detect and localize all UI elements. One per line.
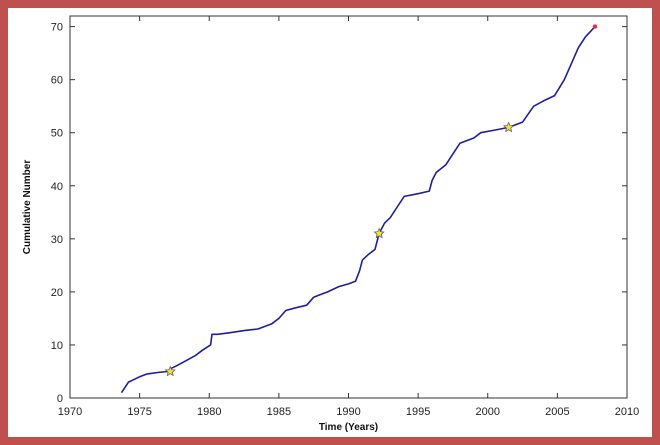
- y-axis-title: Cumulative Number: [22, 160, 33, 255]
- x-tick-label: 2005: [545, 406, 569, 418]
- x-tick-label: 1995: [406, 406, 430, 418]
- x-tick-label: 1970: [58, 406, 82, 418]
- y-tick-label: 40: [51, 181, 63, 193]
- endpoint-marker: [592, 24, 598, 29]
- y-tick-label: 60: [51, 75, 63, 87]
- y-tick-label: 10: [51, 340, 63, 352]
- star-marker: [503, 121, 515, 133]
- ticks: 1970 1975 1980 1985 1990 1995 2000 2005 2010 0 10 2…: [51, 16, 639, 418]
- star-marker: [373, 227, 385, 239]
- plot-border: [69, 15, 628, 399]
- y-tick-label: 70: [51, 22, 63, 34]
- star-marker: [164, 365, 176, 377]
- y-tick-label: 0: [57, 393, 63, 405]
- series-line: [120, 26, 596, 394]
- x-tick-label: 2000: [476, 406, 500, 418]
- y-tick-label: 50: [51, 128, 63, 140]
- x-tick-label: 1975: [127, 406, 151, 418]
- cumulative-line-chart: 1970 1975 1980 1985 1990 1995 2000 2005 2010 0 10 2…: [22, 15, 639, 433]
- x-tick-label: 1990: [336, 406, 360, 418]
- axes: [69, 15, 628, 399]
- y-tick-label: 30: [51, 234, 63, 246]
- chart-frame: 1970 1975 1980 1985 1990 1995 2000 2005 2010 0 10 2…: [8, 8, 652, 437]
- y-tick-label: 20: [51, 287, 63, 299]
- x-axis-title: Time (Years): [319, 422, 378, 433]
- x-tick-label: 2010: [615, 406, 639, 418]
- plot-area: [120, 24, 598, 394]
- x-tick-label: 1985: [267, 406, 291, 418]
- x-tick-label: 1980: [197, 406, 221, 418]
